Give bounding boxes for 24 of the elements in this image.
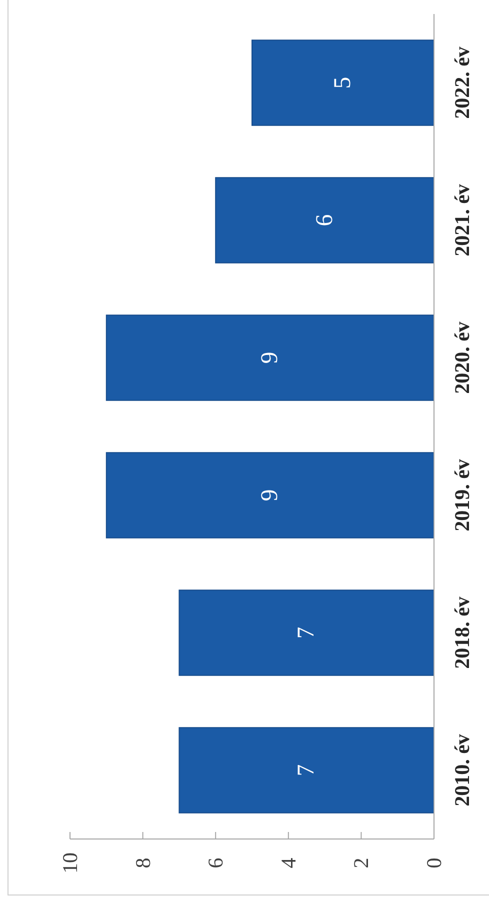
data-label: 9 [257, 489, 284, 502]
data-label: 7 [294, 626, 320, 639]
bar [178, 590, 434, 676]
y-tick-label: 2019. év [450, 458, 474, 532]
x-tick-label: 10 [58, 852, 82, 874]
x-tick-label: 6 [204, 858, 228, 868]
y-tick-label: 2022. év [450, 46, 474, 119]
y-tick-label: 2018. év [450, 596, 474, 669]
y-tick-label: 2010. év [450, 734, 474, 806]
x-tick-label: 2 [349, 858, 374, 868]
bar [215, 177, 434, 264]
bar [106, 452, 434, 538]
bar [252, 40, 434, 126]
x-tick-label: 8 [130, 858, 155, 868]
bar [106, 314, 434, 401]
data-label: 7 [294, 764, 320, 776]
y-tick-label: 2021. év [450, 184, 474, 256]
x-tick-label: 0 [422, 858, 446, 868]
bar [178, 727, 434, 814]
data-label: 9 [257, 352, 284, 364]
x-tick-label: 4 [276, 857, 300, 868]
data-label: 6 [312, 214, 338, 226]
y-tick-label: 2020. év [450, 321, 474, 394]
data-label: 5 [330, 76, 356, 89]
